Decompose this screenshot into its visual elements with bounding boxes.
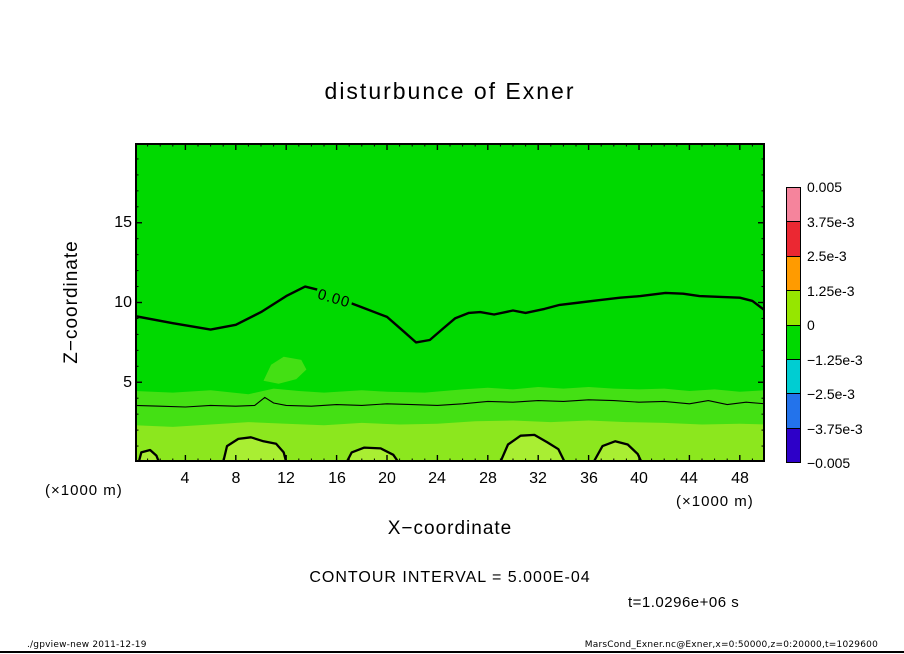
x-axis-label: X−coordinate: [387, 518, 513, 539]
x-tick-label: 36: [580, 470, 598, 487]
colorbar-cell: [787, 325, 800, 360]
plot-title: disturbunce of Exner: [324, 78, 576, 104]
colorbar-cell: [787, 222, 800, 257]
colorbar-label: 2.5e-3: [807, 248, 847, 264]
contour-interval-text: CONTOUR INTERVAL = 5.000E-04: [309, 569, 591, 586]
footer-program-date: ./gpview-new 2011-12-19: [27, 640, 147, 650]
x-axis-unit: (×1000 m): [676, 493, 754, 510]
bottom-rule: [0, 651, 904, 653]
colorbar-label: 3.75e-3: [807, 213, 855, 230]
colorbar-cell: [787, 394, 800, 429]
colorbar-label: 0.005: [807, 179, 843, 195]
colorbar-label: 1.25e-3: [807, 282, 855, 299]
x-tick-label: 28: [479, 470, 497, 487]
y-tick-label: 5: [123, 374, 132, 391]
y-axis-label: Z−coordinate: [61, 240, 82, 364]
colorbar-cell: [787, 188, 800, 223]
plot-svg: [135, 143, 765, 462]
plot-area: 0.00: [135, 143, 765, 462]
x-tick-label: 44: [680, 470, 698, 487]
x-tick-label: 4: [180, 470, 190, 487]
x-tick-label: 48: [731, 470, 749, 487]
colorbar: [786, 187, 801, 463]
footer-data-source: MarsCond_Exner.nc@Exner,x=0:50000,z=0:20…: [584, 640, 878, 650]
colorbar-label: −1.25e-3: [807, 351, 863, 368]
colorbar-cell: [787, 428, 800, 462]
colorbar-label: −0.005: [807, 455, 851, 471]
colorbar-cell: [787, 256, 800, 292]
x-tick-label: 40: [630, 470, 648, 487]
colorbar-cell: [787, 291, 800, 326]
y-axis-unit: (×1000 m): [45, 482, 123, 499]
x-tick-label: 16: [328, 470, 346, 487]
x-tick-label: 8: [231, 470, 241, 487]
x-tick-label: 24: [428, 470, 446, 487]
colorbar-label: −3.75e-3: [807, 420, 863, 437]
y-tick-label: 10: [114, 294, 132, 311]
time-text: t=1.0296e+06 s: [628, 594, 740, 611]
x-tick-label: 20: [378, 470, 396, 487]
y-tick-label: 15: [114, 214, 132, 231]
colorbar-cell: [787, 359, 800, 395]
colorbar-label: −2.5e-3: [807, 386, 855, 402]
x-tick-label: 12: [277, 470, 295, 487]
colorbar-label: 0: [807, 317, 815, 333]
x-tick-label: 32: [529, 470, 547, 487]
